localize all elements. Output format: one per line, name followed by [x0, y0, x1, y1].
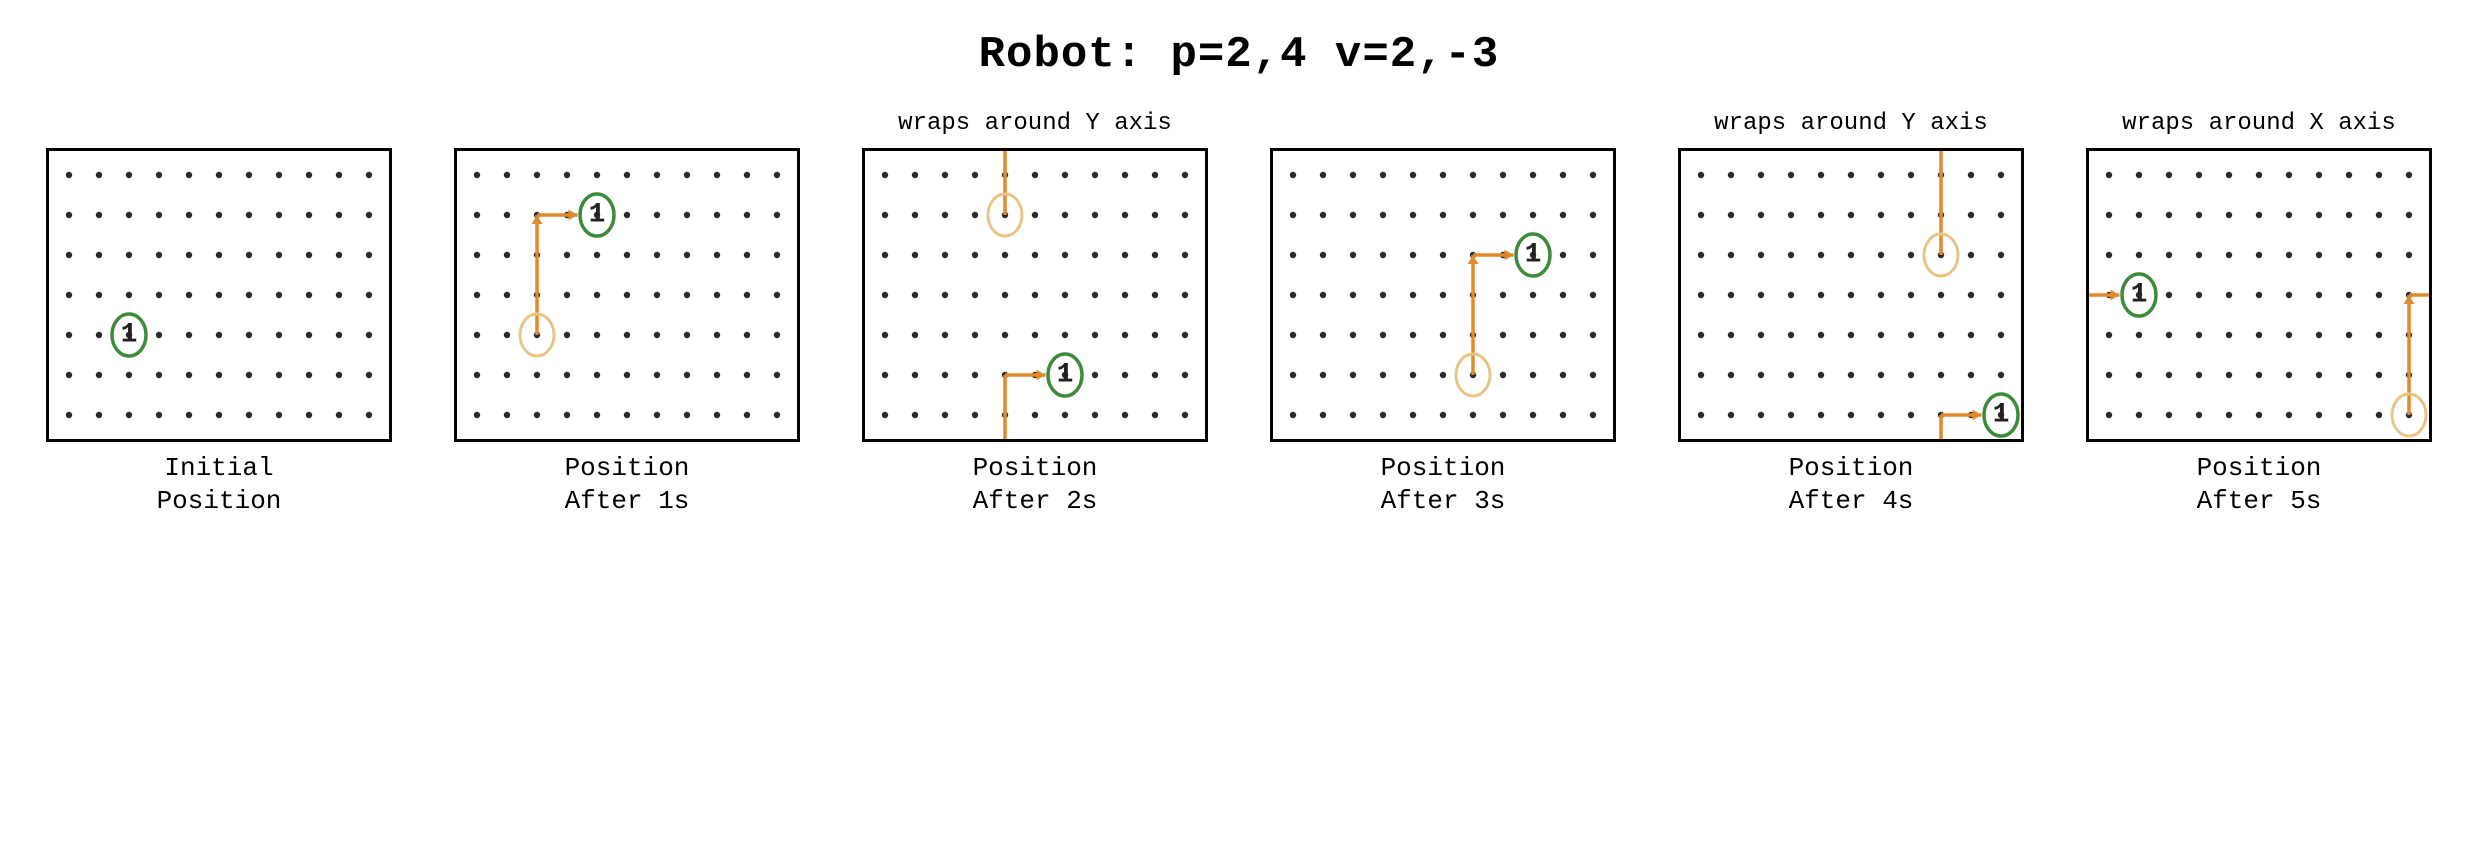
panel-caption: Position After 3s [1381, 452, 1506, 517]
grid-svg: 1 [865, 151, 1205, 439]
diagram-title: Robot: p=2,4 v=2,-3 [30, 30, 2448, 80]
panel-2: wraps around Y axis 1 Position After 2s [846, 110, 1224, 517]
grid-box: 1 [454, 148, 800, 442]
svg-text:1: 1 [2131, 280, 2148, 311]
panel-caption: Position After 2s [973, 452, 1098, 517]
panel-3: 1 Position After 3s [1254, 110, 1632, 517]
svg-text:1: 1 [1993, 400, 2010, 431]
svg-text:1: 1 [121, 320, 138, 351]
grid-box: 1 [862, 148, 1208, 442]
grid-svg: 1 [457, 151, 797, 439]
svg-text:1: 1 [1057, 360, 1074, 391]
panel-1: 1 Position After 1s [438, 110, 816, 517]
grid-box: 1 [1678, 148, 2024, 442]
panel-0: 1 Initial Position [30, 110, 408, 517]
panel-5: wraps around X axis 1 Position After 5s [2070, 110, 2448, 517]
grid-svg: 1 [49, 151, 389, 439]
panel-note: wraps around Y axis [898, 110, 1172, 144]
grid-box: 1 [46, 148, 392, 442]
panel-note: wraps around Y axis [1714, 110, 1988, 144]
panel-caption: Initial Position [157, 452, 282, 517]
svg-text:1: 1 [1525, 240, 1542, 271]
panel-4: wraps around Y axis 1 Position After 4s [1662, 110, 2040, 517]
grid-svg: 1 [2089, 151, 2429, 439]
panel-note: wraps around X axis [2122, 110, 2396, 144]
grid-svg: 1 [1273, 151, 1613, 439]
grid-box: 1 [1270, 148, 1616, 442]
grid-svg: 1 [1681, 151, 2021, 439]
grid-box: 1 [2086, 148, 2432, 442]
svg-text:1: 1 [589, 200, 606, 231]
panel-caption: Position After 1s [565, 452, 690, 517]
panels-row: 1 Initial Position 1 Position After 1s w… [30, 110, 2448, 517]
panel-caption: Position After 5s [2197, 452, 2322, 517]
panel-caption: Position After 4s [1789, 452, 1914, 517]
